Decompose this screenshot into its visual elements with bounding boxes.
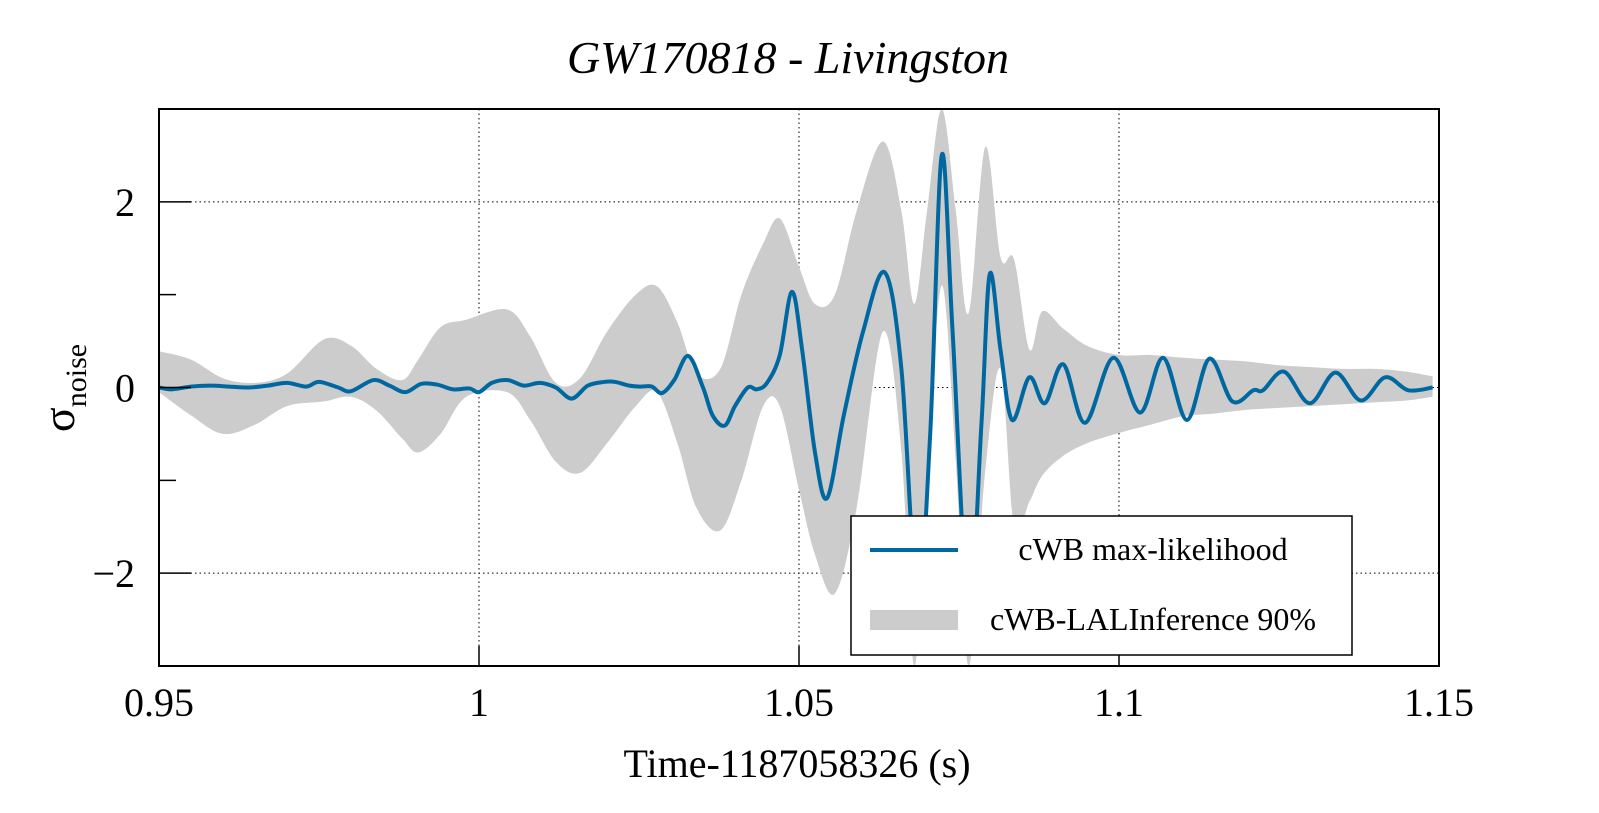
legend: cWB max-likelihood cWB-LALInference 90% — [850, 515, 1353, 656]
x-tick-label: 1.05 — [764, 680, 834, 725]
legend-band-swatch — [870, 610, 958, 630]
x-axis-label: Time-1187058326 (s) — [623, 741, 970, 786]
y-tick-label: 0 — [115, 366, 135, 411]
x-tick-label: 1.1 — [1094, 680, 1144, 725]
legend-label-band: cWB-LALInference 90% — [990, 601, 1316, 637]
y-axis-label-symbol: σ — [33, 407, 84, 432]
x-tick-label: 1 — [469, 680, 489, 725]
x-tick-label: 0.95 — [124, 680, 194, 725]
chart-title: GW170818 - Livingston — [567, 32, 1009, 83]
y-axis-label-text: σnoise — [33, 344, 93, 432]
y-tick-labels: −2 0 2 — [92, 180, 135, 596]
confidence-band-layer — [159, 109, 1433, 666]
x-tick-labels: 0.95 1 1.05 1.1 1.15 — [124, 680, 1474, 725]
y-tick-label: −2 — [92, 551, 135, 596]
max-likelihood-line — [159, 151, 1433, 614]
y-axis-label-subscript: noise — [60, 344, 93, 407]
confidence-band — [159, 109, 1433, 666]
legend-label-line: cWB max-likelihood — [1018, 531, 1287, 567]
waveform-line-layer — [159, 151, 1433, 614]
plot-frame — [158, 108, 1440, 667]
x-tick-label: 1.15 — [1404, 680, 1474, 725]
legend-box — [850, 515, 1353, 656]
y-tick-label: 2 — [115, 180, 135, 225]
y-axis-label: σnoise — [33, 344, 93, 432]
